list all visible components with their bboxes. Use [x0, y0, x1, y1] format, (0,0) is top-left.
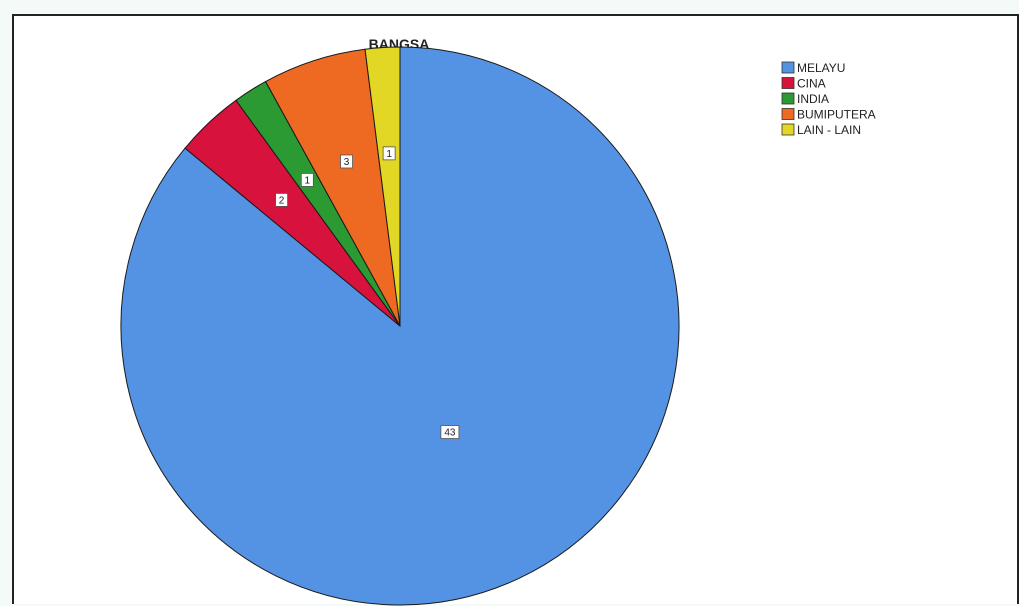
legend-item-cina: CINA — [781, 77, 826, 91]
legend-label: CINA — [797, 77, 826, 91]
data-label-value: 43 — [444, 428, 456, 439]
legend-label: INDIA — [797, 92, 829, 106]
data-label-bumiputera: 3 — [340, 154, 353, 169]
data-label-value: 1 — [386, 149, 392, 160]
data-label-cina: 2 — [275, 193, 288, 207]
legend-item-india: INDIA — [781, 92, 829, 106]
legend-swatch — [781, 61, 795, 74]
pie-slices — [120, 46, 680, 606]
data-labels: 43 2 1 3 1 — [275, 146, 460, 439]
pie-slice-lain-lain — [364, 46, 401, 327]
legend-item-melayu: MELAYU — [781, 61, 845, 75]
chart-frame: BANGSA 43 2 1 3 1 MELAYU CINA INDIA BUMIPUTERA L… — [12, 14, 1019, 606]
legend-label: LAIN - LAIN — [797, 123, 861, 137]
legend-swatch — [781, 77, 795, 89]
pie-slice-melayu — [120, 46, 680, 606]
legend-label: BUMIPUTERA — [797, 108, 876, 122]
legend-item-bumiputera: BUMIPUTERA — [781, 108, 876, 122]
legend-item-lain-lain: LAIN - LAIN — [781, 123, 861, 137]
data-label-melayu: 43 — [440, 425, 460, 439]
data-label-lain-lain: 1 — [382, 146, 396, 161]
legend-swatch — [781, 123, 795, 136]
legend-swatch — [781, 92, 795, 105]
data-label-value: 3 — [344, 157, 350, 168]
data-label-india: 1 — [300, 173, 314, 187]
legend-label: MELAYU — [797, 61, 845, 75]
legend-swatch — [781, 108, 795, 120]
data-label-value: 1 — [305, 175, 311, 186]
data-label-value: 2 — [279, 195, 285, 206]
